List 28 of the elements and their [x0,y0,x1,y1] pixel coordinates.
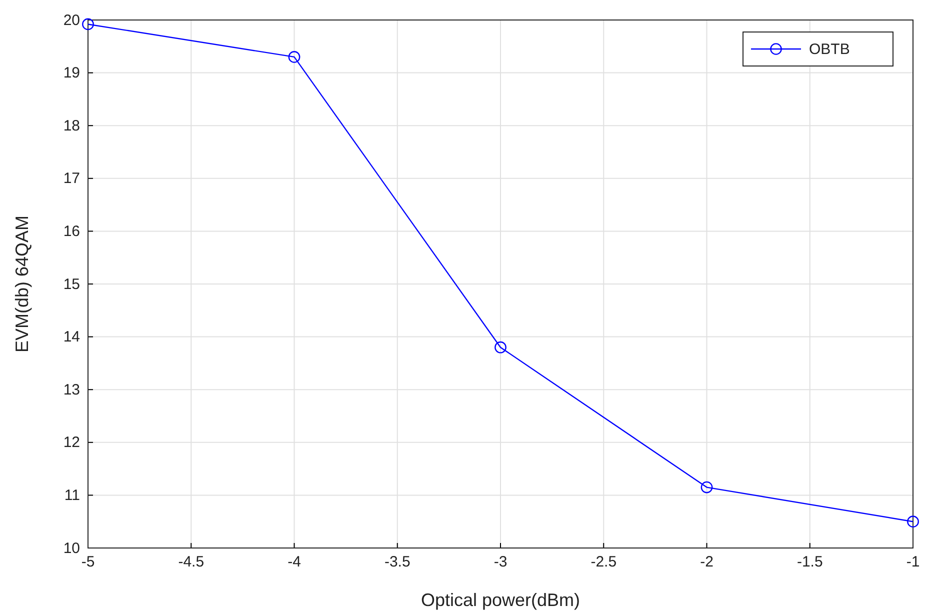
x-tick-label: -2.5 [590,554,617,571]
point [907,516,919,528]
y-axis-title: EVM(db) 64QAM [12,215,32,353]
x-tick-label: -2 [700,554,714,571]
y-tick-label: 14 [63,328,80,346]
x-tick-label: -4.5 [178,554,204,571]
legend-label: OBTB [809,41,850,58]
point [700,481,713,494]
x-tick-label: -1.5 [796,554,823,571]
x-tick-label: -3 [494,554,508,571]
x-axis-title: Optical power(dBm) [420,590,580,610]
y-tick-label: 16 [63,223,80,240]
point [82,18,94,30]
y-tick-label: 12 [63,434,80,452]
y-tick-label: 13 [63,381,80,398]
x-tick-label: -5 [81,554,95,571]
x-tick-label: -1 [906,554,920,571]
y-tick-label: 18 [63,117,80,134]
point [288,51,300,63]
y-tick-label: 15 [63,276,80,293]
x-tick-label: -4 [288,554,301,571]
x-tick-label: -3.5 [384,554,410,571]
y-tick-label: 20 [63,12,80,29]
y-tick-label: 19 [63,64,80,82]
y-tick-label: 11 [64,487,80,504]
y-tick-label: 10 [63,540,80,557]
point [494,341,506,354]
y-tick-label: 17 [63,170,80,188]
